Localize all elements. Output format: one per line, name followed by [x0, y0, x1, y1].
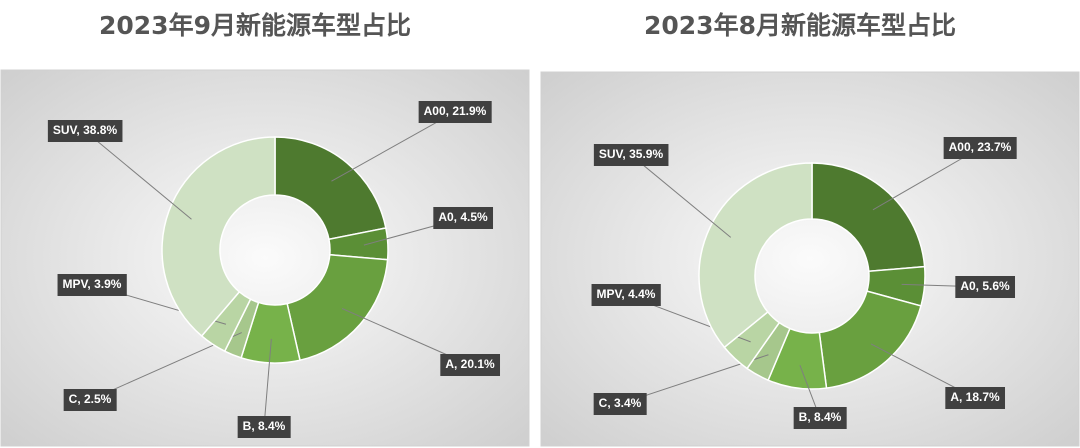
data-label: A0, 5.6%: [955, 276, 1016, 298]
data-label: C, 2.5%: [63, 389, 117, 411]
label-box: [593, 144, 669, 166]
label-box: [237, 416, 291, 438]
label-text: B, 8.4%: [799, 410, 842, 424]
label-box: [57, 274, 127, 296]
label-text: C, 3.4%: [599, 396, 642, 410]
data-label: B, 8.4%: [793, 407, 847, 429]
label-box: [418, 101, 492, 123]
label-text: MPV, 3.9%: [63, 277, 122, 291]
label-text: C, 2.5%: [69, 392, 112, 406]
label-text: MPV, 4.4%: [597, 287, 656, 301]
donut-segment: [161, 136, 276, 338]
label-box: [47, 120, 123, 142]
label-box: [593, 393, 647, 415]
label-box: [440, 354, 501, 376]
label-text: A0, 5.6%: [960, 279, 1010, 293]
donut-segment: [698, 162, 813, 349]
label-text: A00, 23.7%: [949, 140, 1012, 154]
data-label: MPV, 3.9%: [57, 274, 127, 296]
label-box: [793, 407, 847, 429]
data-label: A, 18.7%: [945, 387, 1006, 409]
data-label: MPV, 4.4%: [591, 284, 661, 306]
label-text: A00, 21.9%: [424, 104, 487, 118]
data-label: B, 8.4%: [237, 416, 291, 438]
label-box: [943, 137, 1017, 159]
label-text: A0, 4.5%: [438, 210, 488, 224]
leader-line: [84, 130, 192, 220]
chart-title: 2023年8月新能源车型占比: [644, 11, 956, 40]
label-text: A, 20.1%: [445, 357, 495, 371]
label-box: [945, 387, 1006, 409]
data-label: A, 20.1%: [440, 354, 501, 376]
chart-title: 2023年9月新能源车型占比: [99, 11, 411, 40]
label-box: [591, 284, 661, 306]
label-box: [955, 276, 1016, 298]
label-text: SUV, 38.8%: [53, 123, 118, 137]
donut-segment: [274, 136, 387, 241]
label-text: SUV, 35.9%: [599, 147, 664, 161]
data-label: SUV, 35.9%: [593, 144, 669, 166]
data-label: A00, 23.7%: [943, 137, 1017, 159]
label-text: B, 8.4%: [243, 419, 286, 433]
data-label: SUV, 38.8%: [47, 120, 123, 142]
leader-line: [331, 111, 456, 182]
donut-segment: [286, 253, 389, 362]
leader-line: [263, 338, 272, 428]
donut-segment: [811, 162, 926, 273]
label-text: A, 18.7%: [950, 390, 1000, 404]
data-label: C, 3.4%: [593, 393, 647, 415]
label-box: [433, 207, 494, 229]
label-box: [63, 389, 117, 411]
data-label: A0, 4.5%: [433, 207, 494, 229]
data-label: A00, 21.9%: [418, 101, 492, 123]
leader-line: [630, 154, 732, 238]
